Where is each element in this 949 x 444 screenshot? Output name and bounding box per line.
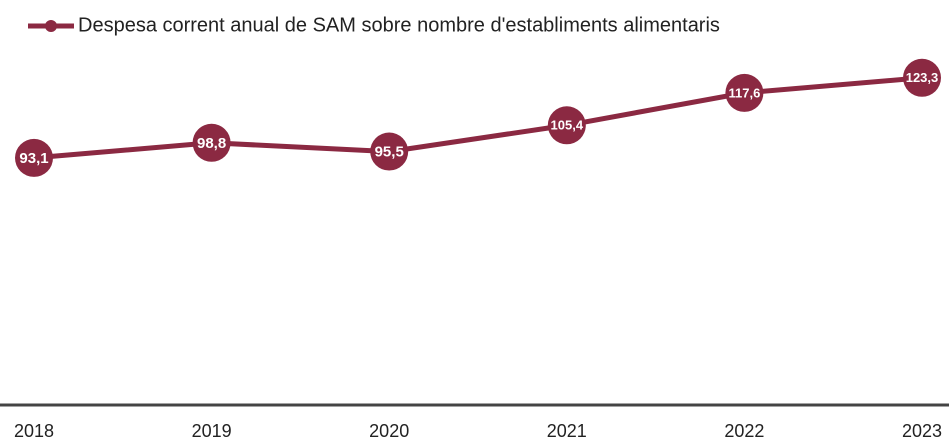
data-label: 105,4 (551, 118, 584, 133)
x-tick-label: 2020 (369, 421, 409, 441)
x-tick-label: 2021 (547, 421, 587, 441)
line (33, 75, 923, 161)
x-tick-label: 2018 (14, 421, 54, 441)
point (903, 58, 941, 97)
data-label: 117,6 (728, 85, 760, 100)
legend-marker (45, 20, 57, 32)
point (725, 73, 764, 112)
point (370, 132, 409, 171)
x-tick-label: 2019 (192, 421, 232, 441)
data-label: 123,3 (906, 70, 939, 85)
point (15, 138, 53, 177)
legend-label: Despesa corrent anual de SAM sobre nombr… (78, 14, 720, 36)
point (547, 106, 586, 145)
data-label: 93,1 (19, 150, 48, 167)
data-label: 95,5 (375, 144, 404, 161)
x-tick-label: 2023 (902, 421, 942, 441)
point (192, 123, 231, 162)
x-tick-label: 2022 (724, 421, 764, 441)
data-label: 98,8 (197, 135, 226, 152)
